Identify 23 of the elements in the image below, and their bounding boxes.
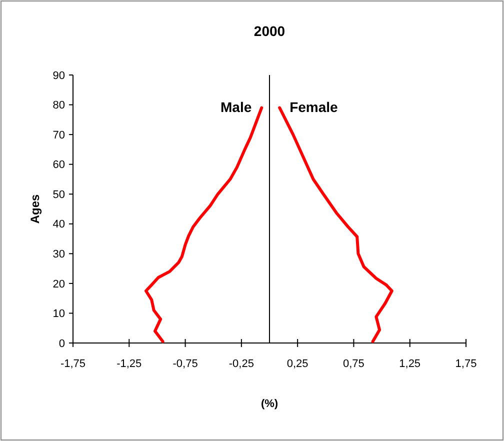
x-tick-label: 0,25 xyxy=(286,358,308,370)
y-tick-label: 90 xyxy=(52,70,65,82)
series-label: Male xyxy=(220,98,252,115)
x-tick-label: -1,25 xyxy=(116,358,142,370)
x-tick-label: -0,25 xyxy=(228,358,254,370)
y-tick-label: 0 xyxy=(58,338,65,350)
y-tick-label: 30 xyxy=(52,248,65,261)
y-tick-label: 60 xyxy=(52,159,65,172)
y-tick-label: 80 xyxy=(52,100,65,112)
y-tick-label: 50 xyxy=(52,188,65,201)
y-tick-label: 20 xyxy=(52,278,65,290)
x-tick-label: 1,25 xyxy=(399,358,421,370)
x-tick-label: -1,75 xyxy=(60,358,86,370)
series-label: Female xyxy=(290,98,338,115)
x-tick-label: 1,75 xyxy=(455,358,477,370)
x-axis-title: (%) xyxy=(260,398,278,410)
y-tick-label: 40 xyxy=(52,218,65,231)
y-tick-label: 10 xyxy=(52,308,65,320)
x-tick-label: -0,75 xyxy=(172,358,198,370)
x-tick-label: 0,75 xyxy=(343,358,364,370)
y-axis-title: Ages xyxy=(28,194,42,224)
chart-title: 2000 xyxy=(254,23,286,39)
y-tick-label: 70 xyxy=(52,129,65,142)
